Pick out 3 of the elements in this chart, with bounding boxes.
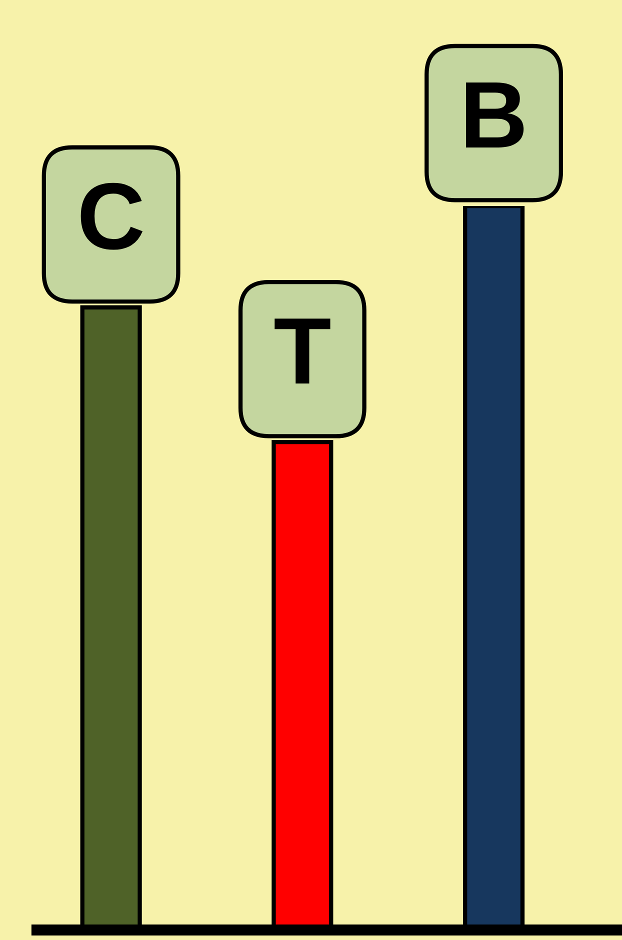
x-tick-label: B [466,82,524,148]
x-tick-label: T [274,318,330,384]
x-tick-label: C [80,182,143,250]
